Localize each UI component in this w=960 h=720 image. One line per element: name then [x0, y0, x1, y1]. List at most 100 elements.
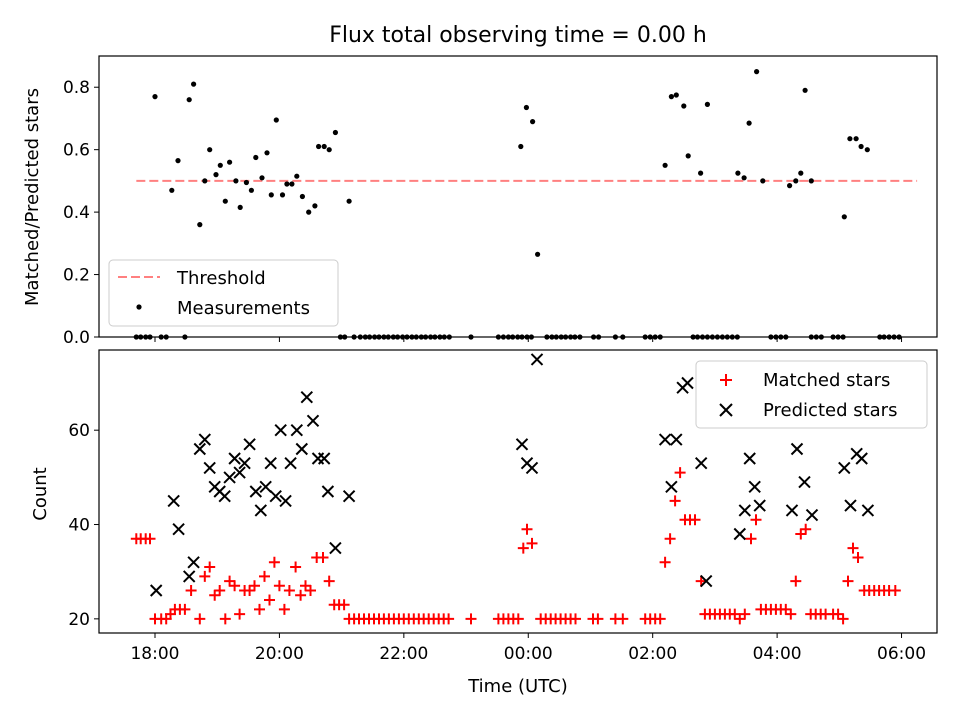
x-tick-label: 18:00 — [130, 644, 179, 664]
matched-stars-point — [317, 552, 329, 563]
bottom-x-axis: 18:00 20:00 22:00 00:00 02:00 04:00 06:00 — [130, 633, 926, 664]
predicted-stars-point — [264, 456, 277, 470]
predicted-stars-point — [279, 494, 292, 508]
measurement-point — [668, 94, 675, 100]
predicted-stars-point — [167, 494, 180, 508]
chart-title: Flux total observing time = 0.00 h — [329, 23, 707, 48]
bottom-y-tick-label: 20 — [68, 610, 90, 630]
measurement-point — [264, 150, 270, 156]
predicted-stars-point — [844, 499, 857, 512]
matched-stars-points — [130, 467, 901, 625]
matched-stars-point — [259, 570, 270, 582]
measurement-point — [793, 178, 799, 184]
matched-stars-point — [244, 585, 256, 596]
measurement-point — [268, 192, 274, 198]
predicted-stars-point — [670, 433, 683, 446]
measurement-point — [858, 143, 864, 150]
measurement-point — [248, 187, 254, 193]
predicted-stars-point — [198, 433, 212, 446]
measurement-point — [685, 153, 691, 159]
measurements-legend-swatch — [136, 304, 142, 310]
matched-stars-point — [570, 613, 581, 625]
matched-stars-point — [512, 613, 524, 625]
bottom-plot-frame — [98, 349, 938, 634]
measurement-point — [754, 69, 760, 75]
x-tick-label: 02:00 — [628, 644, 677, 664]
top-y-tick-label: 0.8 — [63, 78, 90, 98]
measurement-point — [169, 187, 175, 193]
x-tick-label: 00:00 — [504, 644, 553, 664]
matched-stars-point — [734, 613, 746, 625]
predicted-stars-point — [228, 452, 241, 465]
predicted-stars-point — [329, 541, 342, 555]
measurement-point — [237, 204, 243, 210]
top-x-ticks — [154, 337, 903, 342]
matched-stars-point — [144, 533, 156, 545]
measurement-point — [741, 175, 747, 181]
measurement-point — [704, 101, 711, 107]
measurement-point — [197, 222, 203, 228]
measurements-legend-label: Measurements — [177, 298, 310, 319]
matched-stars-point — [323, 575, 335, 587]
predicted-stars-point — [743, 452, 756, 465]
measurement-point — [227, 159, 233, 165]
matched-stars-point — [179, 603, 191, 615]
matched-stars-point — [795, 528, 807, 540]
measurement-point — [207, 147, 213, 153]
matched-stars-point — [249, 580, 260, 592]
measurement-point — [321, 143, 327, 150]
predicted-stars-point — [665, 480, 678, 494]
top-plot-panel: 0.00.20.40.60.8 Matched/Predicted stars … — [22, 55, 938, 348]
matched-stars-point — [592, 613, 604, 625]
predicted-stars-point — [861, 504, 875, 517]
predicted-stars-point — [738, 504, 752, 517]
measurement-point — [346, 198, 352, 204]
predicted-stars-point — [203, 461, 216, 475]
measurement-point — [662, 162, 668, 168]
matched-stars-point — [283, 585, 295, 596]
x-tick-label: 06:00 — [877, 644, 926, 664]
measurement-point — [332, 129, 338, 136]
matched-stars-point — [204, 561, 216, 573]
matched-stars-point — [264, 594, 275, 606]
predicted-stars-point — [269, 489, 282, 503]
predicted-stars-point — [306, 414, 320, 428]
measurement-point — [222, 198, 228, 204]
predicted-stars-point — [855, 452, 868, 465]
predicted-stars-point — [300, 390, 314, 404]
matched-stars-point — [185, 585, 197, 596]
measurement-point — [186, 97, 192, 103]
top-plot-frame — [98, 55, 938, 338]
measurement-point — [847, 136, 853, 142]
bottom-y-axis: 20 40 60 — [68, 421, 99, 630]
matched-stars-point — [199, 570, 211, 582]
matched-stars-point — [305, 585, 316, 596]
predicted-stars-point — [694, 456, 708, 470]
matched-stars-point — [745, 533, 757, 545]
predicted-stars-point — [233, 466, 246, 479]
matched-stars-point — [234, 608, 246, 620]
predicted-stars-point — [798, 475, 811, 489]
measurement-point — [299, 193, 305, 200]
measurement-point — [233, 178, 239, 184]
matched-stars-point — [465, 613, 477, 625]
predicted-stars-point — [223, 471, 236, 484]
matched-stars-point — [224, 575, 236, 587]
predicted-stars-point — [699, 574, 713, 588]
matched-stars-point — [300, 580, 311, 592]
measurement-point — [808, 178, 814, 184]
measurement-point — [152, 94, 158, 100]
measurement-point — [279, 192, 286, 198]
matched-stars-point — [800, 523, 812, 535]
predicted-stars-point — [681, 376, 694, 390]
matched-stars-point — [659, 556, 671, 568]
predicted-stars-legend-label: Predicted stars — [763, 400, 897, 421]
matched-stars-point — [852, 552, 864, 563]
predicted-stars-point — [748, 480, 761, 494]
matched-stars-point — [229, 580, 241, 592]
measurement-point — [213, 172, 219, 178]
predicted-stars-point — [753, 499, 766, 512]
measurement-point — [175, 158, 181, 164]
predicted-stars-point — [172, 522, 185, 536]
